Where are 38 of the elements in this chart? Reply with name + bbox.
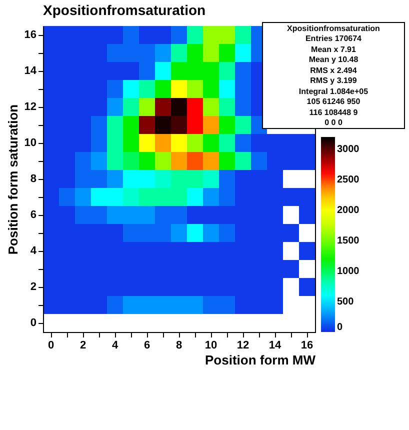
x-tick-label: 2 bbox=[80, 340, 86, 352]
x-tick-label: 14 bbox=[268, 340, 282, 352]
x-tick-label: 16 bbox=[300, 340, 314, 352]
color-bar-label: 500 bbox=[337, 296, 354, 308]
y-tick-label: 6 bbox=[30, 209, 36, 221]
color-bar-label: 0 bbox=[337, 322, 343, 333]
annotation: Mean y 10.48 bbox=[308, 54, 360, 65]
x-tick-label: 8 bbox=[176, 340, 182, 352]
color-bar-label: 2000 bbox=[337, 205, 360, 216]
text: 0 0 0 bbox=[324, 118, 342, 128]
chart-title: Xpositionfromsaturation bbox=[43, 2, 206, 18]
x-tick-label: 10 bbox=[204, 340, 218, 352]
annotation: 116 108448 9 bbox=[308, 107, 359, 118]
annotation: Integral 1.084e+05 bbox=[298, 86, 370, 96]
x-axis-title: Position form MW bbox=[205, 352, 316, 368]
color-bar-label: 1000 bbox=[337, 266, 360, 278]
annotation: 105 61246 950 bbox=[306, 96, 362, 107]
x-tick-label: 4 bbox=[112, 340, 119, 352]
x-tick-label: 0 bbox=[48, 340, 54, 352]
annotation: RMS y 3.199 bbox=[309, 76, 358, 86]
annotation: RMS x 2.494 bbox=[309, 65, 358, 76]
color-bar-label: 2500 bbox=[337, 174, 360, 186]
y-tick-label: 4 bbox=[30, 245, 38, 257]
annotation: Mean x 7.91 bbox=[310, 44, 357, 54]
y-tick-label: 12 bbox=[24, 101, 36, 113]
color-bar-label: 3000 bbox=[337, 144, 360, 156]
y-tick-label: 8 bbox=[30, 173, 36, 185]
color-bar-label: 1500 bbox=[337, 236, 360, 247]
y-tick-label: 14 bbox=[24, 65, 38, 77]
y-tick-label: 10 bbox=[24, 137, 36, 149]
y-tick-label: 16 bbox=[24, 29, 36, 41]
y-tick-label: 2 bbox=[30, 281, 36, 293]
y-tick-label: 0 bbox=[30, 317, 36, 329]
y-axis-title: Position form saturation bbox=[5, 104, 20, 255]
annotation: Xpositionfromsaturation bbox=[286, 23, 381, 34]
x-tick-label: 6 bbox=[144, 340, 150, 352]
x-tick-label: 12 bbox=[236, 340, 250, 352]
annotation: Entries 170674 bbox=[304, 34, 363, 44]
